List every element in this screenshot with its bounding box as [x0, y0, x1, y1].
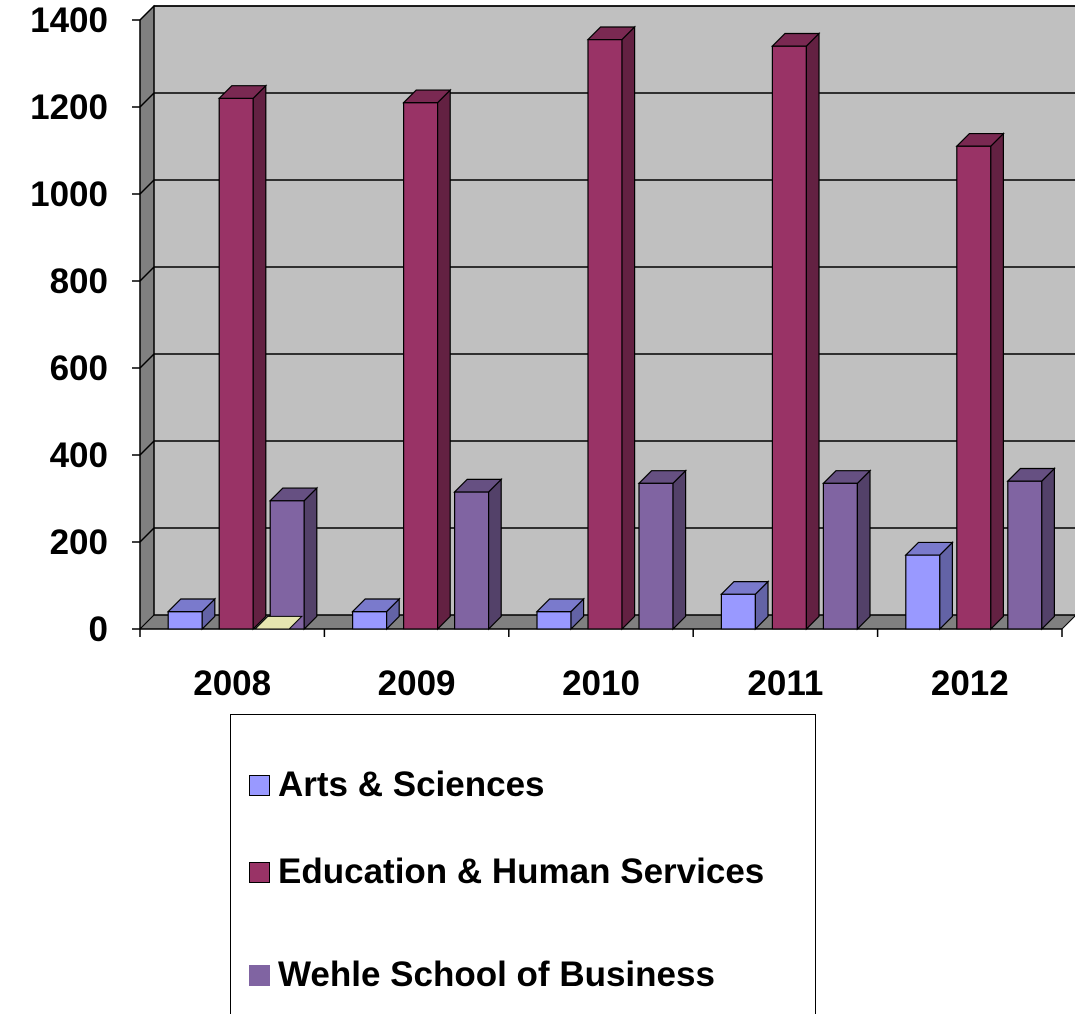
- bar-2011-wehle-school-of-business: [821, 469, 872, 631]
- bar-2008-education-human-services-side: [252, 84, 267, 631]
- bar-2010-education-human-services-top: [586, 26, 637, 41]
- bar-2011-wehle-school-of-business-side: [856, 469, 871, 631]
- bar-2008-education-human-services: [217, 84, 268, 631]
- legend-item-wehle-school-of-business: Wehle School of Business: [249, 955, 715, 995]
- legend-item-arts-sciences: Arts & Sciences: [249, 765, 545, 805]
- bar-2009-wehle-school-of-business-front: [454, 491, 490, 630]
- legend: Arts & Sciences Education & Human Servic…: [230, 714, 816, 1014]
- gridline-depth: [139, 353, 155, 369]
- y-tick-label: 0: [89, 610, 108, 649]
- y-tick-label: 1400: [30, 1, 108, 40]
- bar-2011-arts-sciences: [719, 580, 770, 631]
- bar-2010-education-human-services: [586, 25, 637, 631]
- y-tick-label: 400: [50, 436, 108, 475]
- bar-2012-education-human-services: [955, 132, 1005, 631]
- bar-2008-arts-sciences-top: [166, 598, 217, 613]
- bar-2009-education-human-services-front: [403, 102, 439, 630]
- x-tick-label: 2010: [562, 664, 640, 703]
- bar-2008-education-human-services-front: [218, 97, 254, 630]
- bar-2010-wehle-school-of-business-side: [672, 469, 687, 631]
- bar-2012-wehle-school-of-business-side: [1041, 467, 1056, 631]
- x-tick-label: 2009: [378, 664, 456, 703]
- bar-2012-arts-sciences-top: [904, 541, 954, 556]
- bar-2011-education-human-services: [770, 32, 821, 631]
- bar-2009-wehle-school-of-business-top: [453, 478, 503, 493]
- gridline-depth: [139, 92, 155, 108]
- bar-2008-education-human-services-top: [217, 85, 268, 99]
- bar-2011-wehle-school-of-business-top: [821, 470, 872, 484]
- gridline-depth: [139, 440, 155, 456]
- bar-2012-arts-sciences-side: [939, 541, 954, 631]
- bar-2008-wehle-school-of-business: [268, 486, 319, 631]
- bar-2009-education-human-services: [402, 88, 452, 631]
- bar-2010-wehle-school-of-business-front: [638, 482, 674, 630]
- bar-2012-wehle-school-of-business-front: [1007, 480, 1043, 630]
- y-axis-ticks: 0 200 400 600 800 1000 1200 1400: [30, 1, 141, 649]
- y-tick-label: 200: [50, 523, 108, 562]
- legend-item-education-human-services: Education & Human Services: [249, 852, 764, 892]
- legend-label-wehle-school-of-business: Wehle School of Business: [278, 955, 715, 994]
- bar-2011-arts-sciences-front: [720, 593, 757, 630]
- bar-2009-education-human-services-side: [437, 88, 451, 631]
- bar-2012-wehle-school-of-business-top: [1006, 467, 1056, 482]
- bar-2009-arts-sciences: [351, 597, 401, 631]
- gridline-depth: [139, 527, 155, 543]
- legend-swatch-education-human-services: [249, 861, 270, 883]
- x-tick-label: 2011: [747, 664, 823, 703]
- x-axis-ticks: 2008 2009 2010 2011 2012: [139, 628, 1063, 703]
- bar-2009-wehle-school-of-business-side: [488, 477, 502, 631]
- legend-swatch-arts-sciences: [249, 774, 270, 796]
- bar-2010-arts-sciences: [535, 597, 586, 631]
- bar-2008-arts-sciences-front: [167, 610, 203, 630]
- legend-label-arts-sciences: Arts & Sciences: [278, 765, 545, 804]
- bar-2009-arts-sciences-front: [352, 610, 388, 630]
- gridline-depth: [139, 179, 155, 195]
- bar-2010-arts-sciences-top: [535, 598, 586, 613]
- bar-2012-education-human-services-front: [956, 145, 992, 630]
- bar-2008-wehle-school-of-business-top: [268, 487, 319, 502]
- bar-2012-arts-sciences-front: [905, 554, 941, 630]
- bar-2012-arts-sciences: [904, 541, 954, 631]
- y-tick-label: 1200: [30, 88, 108, 127]
- bar-2011-wehle-school-of-business-front: [822, 482, 859, 630]
- gridline-depth: [139, 5, 155, 21]
- bar-2010-arts-sciences-front: [536, 610, 572, 630]
- legend-label-education-human-services: Education & Human Services: [278, 852, 765, 891]
- bar-2012-education-human-services-top: [955, 132, 1005, 147]
- legend-swatch-wehle-school-of-business: [249, 964, 270, 986]
- bar-2009-arts-sciences-top: [351, 598, 401, 613]
- gridline-depth: [139, 266, 155, 282]
- bar-2009-education-human-services-top: [402, 89, 452, 104]
- y-tick-label: 800: [50, 262, 108, 301]
- bar-2012-wehle-school-of-business: [1006, 467, 1056, 631]
- bar-2009-wehle-school-of-business: [453, 477, 503, 631]
- bar-2010-wehle-school-of-business: [637, 469, 688, 631]
- bar-2011-education-human-services-top: [770, 32, 821, 47]
- bar-2011-arts-sciences-top: [719, 580, 770, 595]
- bar-2008-wehle-school-of-business-front: [269, 500, 305, 630]
- y-tick-label: 1000: [30, 175, 108, 214]
- bar-2010-education-human-services-front: [587, 38, 623, 630]
- bar-2010-education-human-services-side: [621, 25, 636, 631]
- bar-2008-wehle-school-of-business-side: [303, 486, 318, 631]
- x-tick-label: 2008: [193, 664, 271, 703]
- bar-2011-education-human-services-front: [771, 45, 808, 630]
- bar-2011-education-human-services-side: [805, 32, 820, 631]
- x-tick-label: 2012: [931, 664, 1009, 703]
- bar-zero-mark: [253, 615, 304, 630]
- bars: [166, 25, 1056, 631]
- bar-2012-education-human-services-side: [990, 132, 1005, 631]
- y-tick-label: 600: [50, 349, 108, 388]
- bar-2008-arts-sciences: [166, 597, 217, 631]
- bar-2010-wehle-school-of-business-top: [637, 470, 688, 484]
